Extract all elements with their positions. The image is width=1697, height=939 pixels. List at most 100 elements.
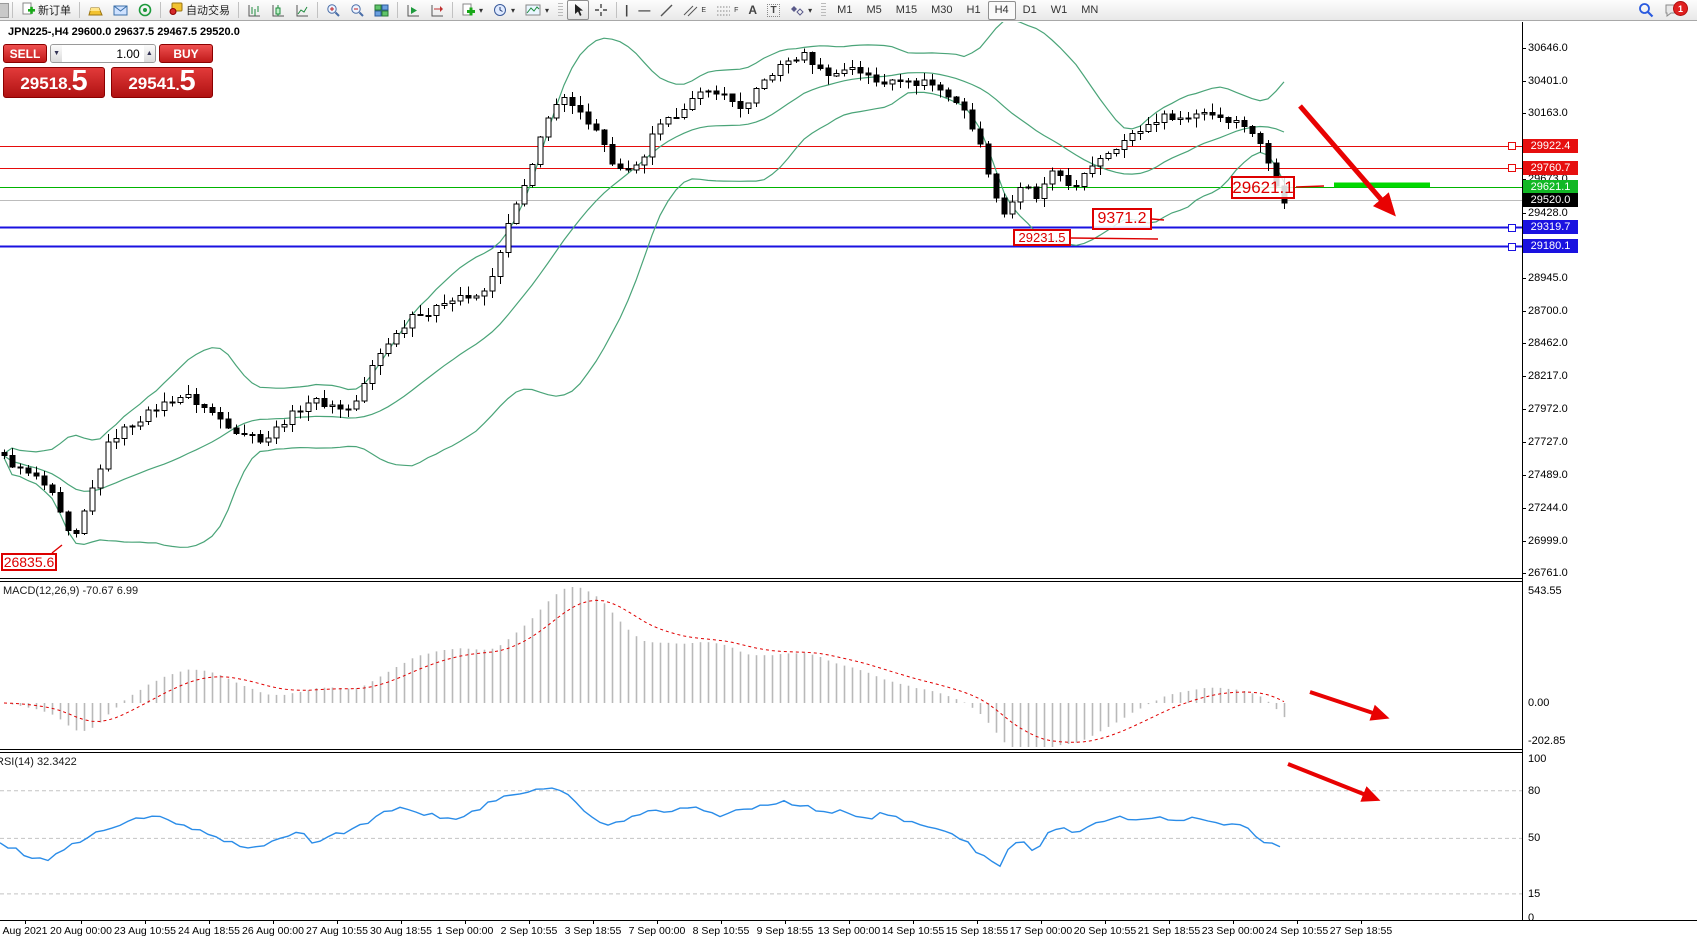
panel-divider[interactable] — [0, 752, 1522, 753]
tile-windows-button[interactable] — [369, 0, 394, 20]
buy-price-box[interactable]: 29541. 5 — [111, 67, 213, 98]
line-chart-mode-button[interactable] — [290, 0, 314, 20]
sell-price-box[interactable]: 29518. 5 — [3, 67, 105, 98]
vertical-line-tool-button[interactable]: | — [625, 3, 629, 17]
candle — [1001, 197, 1008, 215]
time-tick-mark — [977, 920, 978, 924]
panel-divider[interactable] — [0, 749, 1522, 750]
fibonacci-tool-button[interactable]: F — [711, 0, 743, 20]
price-tick-label: 27489.0 — [1528, 469, 1568, 481]
panel-divider[interactable] — [0, 581, 1522, 582]
lot-increase-button[interactable]: ▲ — [143, 45, 155, 62]
candle — [769, 74, 776, 81]
time-axis-label: 23 Sep 00:00 — [1201, 925, 1265, 937]
trendline-tool-button[interactable] — [655, 0, 678, 20]
new-order-button[interactable]: 新订单 — [16, 0, 76, 20]
time-tick-mark — [1041, 920, 1042, 924]
crosshair-tool-button[interactable] — [589, 0, 613, 20]
candle — [481, 290, 488, 297]
chart-shift-button[interactable] — [425, 0, 449, 20]
candle — [137, 421, 144, 427]
candle — [665, 117, 672, 125]
fibo-sub-glyph: F — [734, 6, 739, 14]
time-tick-mark — [1361, 920, 1362, 924]
candle — [817, 64, 824, 69]
candle — [25, 467, 32, 474]
candle — [529, 164, 536, 187]
price-tick-mark — [1522, 311, 1526, 312]
sell-button[interactable]: SELL — [3, 44, 47, 63]
candlestick-mode-button[interactable] — [266, 0, 290, 20]
auto-scroll-button[interactable] — [401, 0, 425, 20]
price-tick-mark — [1522, 541, 1526, 542]
timeframe-h4-button[interactable]: H4 — [987, 0, 1016, 20]
main-chart-canvas[interactable] — [0, 22, 1522, 578]
lot-decrease-button[interactable]: ▼ — [51, 45, 63, 62]
periods-clock-button[interactable]: ▾ — [488, 0, 520, 20]
annotation-label-29621.1[interactable]: 29621.1 — [1231, 176, 1295, 199]
time-tick-mark — [913, 920, 914, 924]
time-axis-label: 8 Sep 10:55 — [692, 925, 750, 937]
new-order-label: 新订单 — [38, 5, 71, 17]
annotation-label-29231.5[interactable]: 29231.5 — [1013, 229, 1071, 246]
candle — [1017, 186, 1024, 203]
zoom-out-button[interactable] — [345, 0, 369, 20]
candle — [1209, 111, 1216, 116]
time-tick-mark — [1297, 920, 1298, 924]
mail-button[interactable] — [108, 0, 133, 20]
timeframe-m1-button[interactable]: M1 — [837, 4, 853, 16]
candle — [185, 393, 192, 398]
cursor-tool-button[interactable] — [567, 0, 590, 20]
candle — [537, 136, 544, 166]
lot-size-input[interactable] — [62, 45, 144, 62]
macd-panel-canvas[interactable] — [0, 582, 1522, 749]
candle — [969, 109, 976, 130]
time-axis-label: 9 Sep 18:55 — [756, 925, 814, 937]
candle — [1073, 185, 1080, 187]
annotation-label-9371.2[interactable]: 9371.2 — [1092, 208, 1152, 230]
auto-trading-button[interactable]: 自动交易 — [164, 0, 235, 20]
rsi-scale-80: 80 — [1528, 785, 1541, 797]
horizontal-line-tool-button[interactable]: — — [638, 3, 651, 17]
candle — [681, 108, 688, 119]
rsi-panel-canvas[interactable] — [0, 753, 1522, 919]
timeframe-m15-button[interactable]: M15 — [895, 4, 918, 16]
arrow-objects-button[interactable]: ▾ — [785, 0, 817, 20]
text-label-tool-button[interactable]: T — [762, 0, 785, 20]
broadcast-button[interactable] — [133, 0, 157, 20]
sell-price-frac: 5 — [71, 65, 88, 97]
timeframe-m5-button[interactable]: M5 — [866, 4, 882, 16]
templates-button[interactable]: ▾ — [520, 0, 554, 20]
notification-badge: 1 — [1673, 1, 1688, 16]
price-line-label-29319.7: 29319.7 — [1523, 220, 1578, 234]
dropdown-arrow-icon: ▾ — [511, 5, 516, 15]
price-tick-mark — [1522, 81, 1526, 82]
text-tool-button[interactable]: A — [748, 3, 758, 17]
annotation-label-26835.6[interactable]: 26835.6 — [1, 553, 57, 571]
toolbar-grip[interactable] — [821, 2, 827, 18]
candle — [113, 437, 120, 443]
gold-bar-button[interactable] — [83, 0, 108, 20]
indicators-button[interactable]: ▾ — [456, 0, 488, 20]
candle — [881, 81, 888, 85]
timeframe-w1-button[interactable]: W1 — [1050, 4, 1068, 16]
timeframe-d1-button[interactable]: D1 — [1022, 4, 1037, 16]
candle — [577, 104, 584, 113]
buy-button[interactable]: BUY — [159, 44, 213, 63]
bar-chart-mode-button[interactable] — [242, 0, 266, 20]
panel-divider[interactable] — [0, 578, 1522, 579]
toolbar-grip[interactable] — [558, 2, 564, 18]
equidistant-channel-tool-button[interactable]: E — [678, 0, 711, 20]
candle — [1169, 113, 1176, 120]
notifications-button[interactable]: 1 — [1659, 0, 1695, 20]
macd-indicator-label: MACD(12,26,9) -70.67 6.99 — [3, 585, 139, 597]
zoom-in-button[interactable] — [321, 0, 345, 20]
timeframe-h1-button[interactable]: H1 — [966, 4, 981, 16]
time-tick-mark — [465, 920, 466, 924]
timeframe-mn-button[interactable]: MN — [1081, 4, 1099, 16]
candle — [553, 103, 560, 119]
time-tick-mark — [81, 920, 82, 924]
timeframe-m30-button[interactable]: M30 — [931, 4, 953, 16]
search-button[interactable] — [1633, 0, 1659, 20]
candle — [161, 401, 168, 412]
